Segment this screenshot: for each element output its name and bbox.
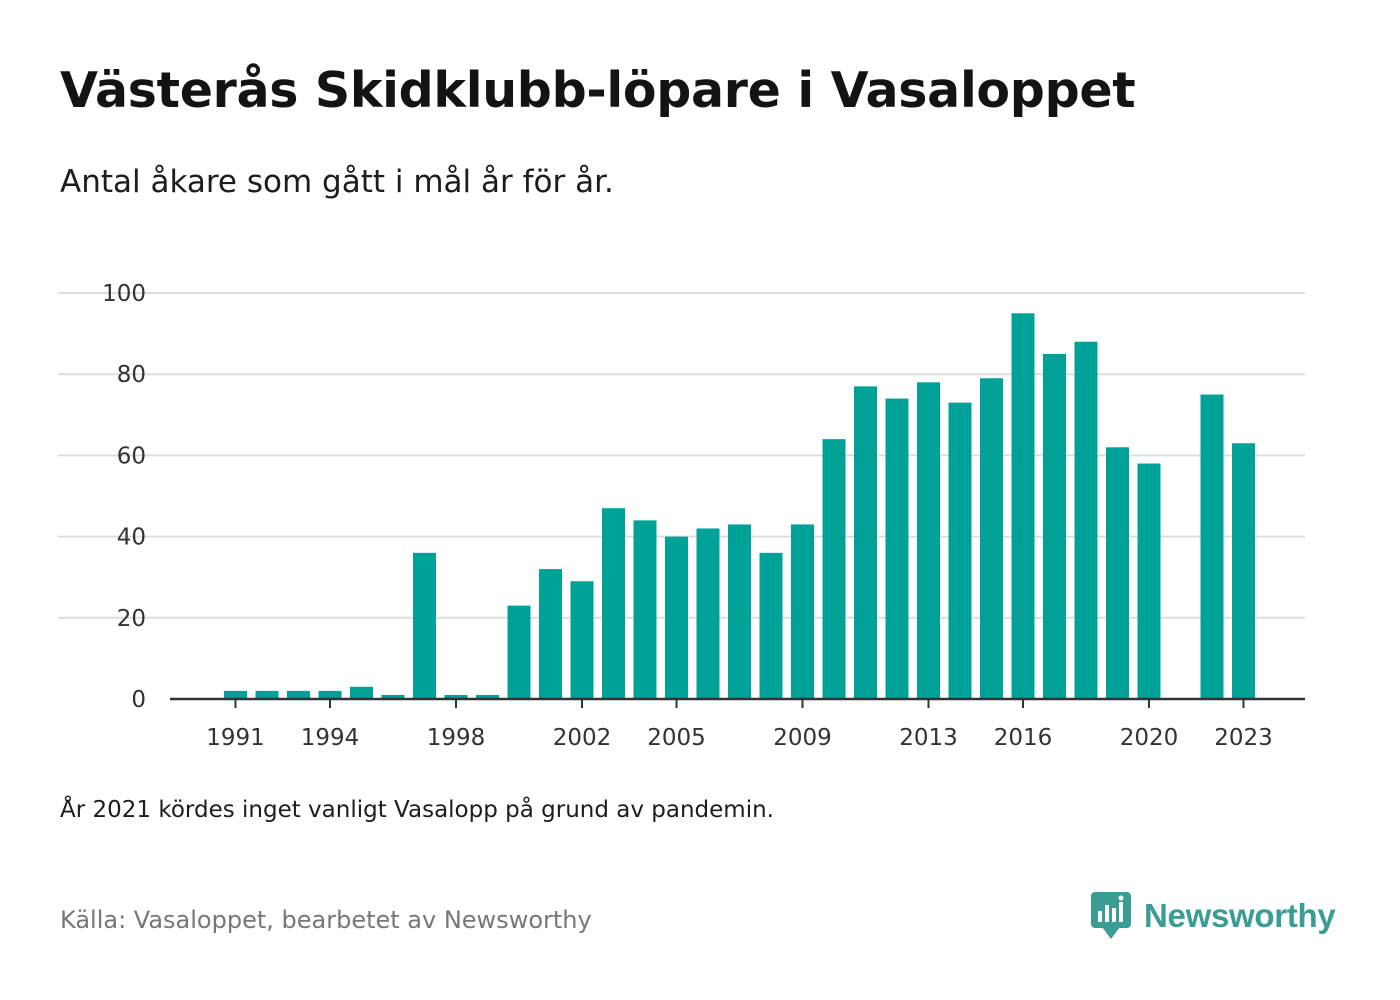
bar-2008 [759,552,783,699]
bar-2006 [696,528,720,699]
x-tick-label: 2013 [899,725,958,751]
chart-subtitle: Antal åkare som gått i mål år för år. [60,164,614,200]
bar-2000 [507,605,531,699]
bar-1994 [318,690,342,699]
bar-2003 [602,508,625,699]
y-tick-label: 40 [117,525,146,551]
bar-1997 [413,552,436,699]
bar-2001 [539,569,562,699]
bar-chart: 0 20 40 60 80 100 1991 1994 1998 2002 2005 2009 2013… [58,281,1305,751]
axes: 0 20 40 60 80 100 1991 1994 1998 2002 2005 2009 2013… [102,281,1305,751]
bar-1992 [255,690,279,699]
bar-2012 [885,398,909,699]
bar-1999 [476,694,499,699]
bar-2014 [948,402,972,699]
bar-2011 [854,386,877,699]
bar-2016 [1011,313,1035,699]
newsworthy-logo-icon [1091,892,1131,939]
y-tick-label: 60 [117,443,146,469]
bar-2022 [1200,394,1224,699]
x-tick-label: 1998 [427,725,486,751]
bar-1998 [444,694,468,699]
bar-1996 [381,694,405,699]
bar-2013 [917,382,940,699]
bar-2010 [822,439,846,699]
x-tick-label: 2020 [1120,725,1179,751]
bar-2002 [570,581,594,699]
brand-name: Newsworthy [1144,897,1336,934]
y-tick-label: 80 [117,362,146,388]
footnote: År 2021 kördes inget vanligt Vasalopp på… [60,797,774,823]
x-tick-label: 2016 [994,725,1053,751]
x-tick-label: 2002 [553,725,612,751]
y-tick-label: 100 [102,281,146,307]
bar-2015 [980,378,1003,699]
bar-2020 [1137,463,1161,699]
x-tick-label: 2023 [1214,725,1273,751]
bars [224,313,1255,699]
y-tick-label: 0 [131,687,146,713]
x-tick-label: 2005 [647,725,706,751]
bar-2004 [633,520,657,699]
x-tick-label: 2009 [773,725,832,751]
y-tick-label: 20 [117,606,146,632]
bar-1991 [224,690,247,699]
bar-1993 [287,690,310,699]
newsworthy-brand: Newsworthy [1090,890,1336,942]
bar-2023 [1232,443,1255,699]
bar-2007 [728,524,751,699]
x-tick-label: 1991 [206,725,265,751]
bar-2005 [665,536,688,699]
x-tick-label: 1994 [301,725,360,751]
bar-2018 [1074,341,1098,699]
bar-2019 [1106,447,1129,699]
source-credit: Källa: Vasaloppet, bearbetet av Newswort… [60,906,592,934]
bar-2017 [1043,353,1066,699]
bar-2009 [791,524,814,699]
bar-1995 [350,686,373,699]
chart-title: Västerås Skidklubb-löpare i Vasaloppet [60,62,1136,119]
